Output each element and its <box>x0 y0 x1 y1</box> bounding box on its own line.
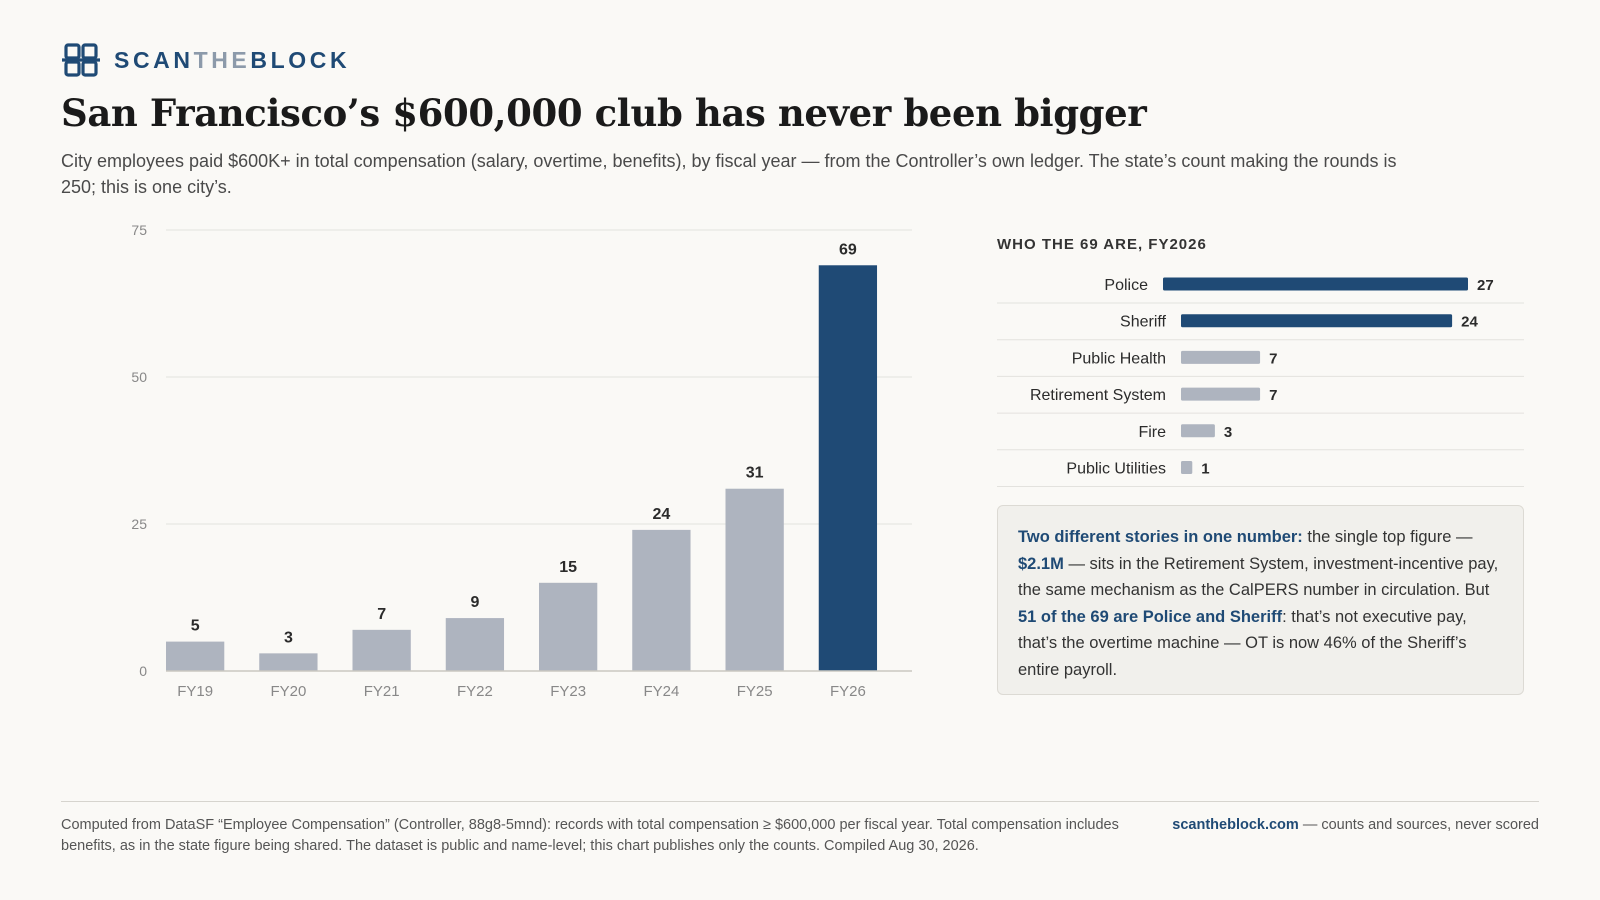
footer-credit: scantheblock.com — counts and sources, n… <box>1172 815 1539 836</box>
grid-logo-icon <box>62 43 100 77</box>
callout-text-2: — sits in the Retirement System, investm… <box>1018 554 1499 600</box>
x-tick-label: FY25 <box>737 683 773 700</box>
department-value-label: 7 <box>1269 387 1277 404</box>
y-tick-label: 50 <box>131 369 147 385</box>
bar <box>259 653 318 671</box>
x-tick-label: FY23 <box>550 683 586 700</box>
department-chart-title: WHO THE 69 ARE, FY2026 <box>997 236 1207 253</box>
footer-tagline: — counts and sources, never scored <box>1298 817 1539 833</box>
department-value-label: 1 <box>1201 461 1209 478</box>
bar <box>632 529 691 671</box>
bar-value-label: 9 <box>470 594 479 611</box>
bar <box>818 265 878 671</box>
y-tick-label: 25 <box>131 516 147 532</box>
footnote: Computed from DataSF “Employee Compensat… <box>61 817 1119 854</box>
brand-logo: SCANTHEBLOCK <box>62 43 350 77</box>
site-link[interactable]: scantheblock.com <box>1172 817 1299 833</box>
department-label: Fire <box>1138 424 1166 441</box>
bar <box>352 629 411 671</box>
x-tick-label: FY19 <box>177 683 213 700</box>
callout-lead: Two different stories in one number: <box>1018 528 1303 546</box>
y-tick-label: 75 <box>131 222 147 238</box>
department-label: Retirement System <box>1030 387 1166 404</box>
department-label: Police <box>1104 277 1148 294</box>
callout-box: Two different stories in one number: the… <box>997 505 1524 695</box>
bar-value-label: 3 <box>284 629 293 646</box>
callout-text-3: : that’s not executive pay, that’s the o… <box>1018 607 1467 679</box>
brand-name: SCANTHEBLOCK <box>114 46 351 73</box>
department-bar <box>1163 277 1468 291</box>
bar <box>166 641 225 671</box>
bar-value-label: 69 <box>839 241 857 258</box>
department-value-label: 7 <box>1269 350 1277 367</box>
department-bar <box>1181 314 1453 328</box>
x-tick-label: FY20 <box>270 683 306 700</box>
department-bar <box>1181 387 1261 401</box>
bar-value-label: 7 <box>377 606 386 623</box>
department-label: Public Health <box>1072 350 1166 367</box>
bar-value-label: 24 <box>652 506 670 523</box>
callout-highlight: 51 of the 69 are Police and Sheriff <box>1018 607 1283 626</box>
bar <box>539 582 598 671</box>
bar <box>725 488 784 671</box>
bar-value-label: 31 <box>746 465 764 482</box>
department-value-label: 3 <box>1224 424 1232 441</box>
department-bar <box>1181 424 1215 438</box>
bar-value-label: 5 <box>191 618 200 635</box>
yearly-bar-chart: 0 25 50 75 5 FY19 3 FY20 7 FY21 9 FY22 15 FY23 24 FY24 3… <box>131 222 912 700</box>
department-bar <box>1181 461 1193 474</box>
x-tick-label: FY26 <box>830 683 866 700</box>
x-tick-label: FY22 <box>457 683 493 700</box>
callout-amount: $2.1M <box>1018 554 1064 573</box>
x-tick-label: FY21 <box>364 683 400 700</box>
bar <box>445 618 505 671</box>
department-bar <box>1181 350 1261 364</box>
footer-divider <box>61 801 1539 802</box>
page-title: San Francisco’s $600,000 club has never … <box>61 91 1147 135</box>
y-tick-label: 0 <box>139 663 147 679</box>
callout-text-1: the single top figure — <box>1302 528 1473 546</box>
page-subtitle: City employees paid $600K+ in total comp… <box>61 151 1397 197</box>
department-label: Sheriff <box>1120 314 1167 331</box>
department-bar-chart: Police 27 Sheriff 24 Public Health 7 Retiremen… <box>997 277 1524 487</box>
bar-value-label: 15 <box>559 559 577 576</box>
x-tick-label: FY24 <box>643 683 679 700</box>
department-label: Public Utilities <box>1066 461 1166 478</box>
department-value-label: 27 <box>1477 277 1494 294</box>
department-value-label: 24 <box>1461 314 1478 331</box>
